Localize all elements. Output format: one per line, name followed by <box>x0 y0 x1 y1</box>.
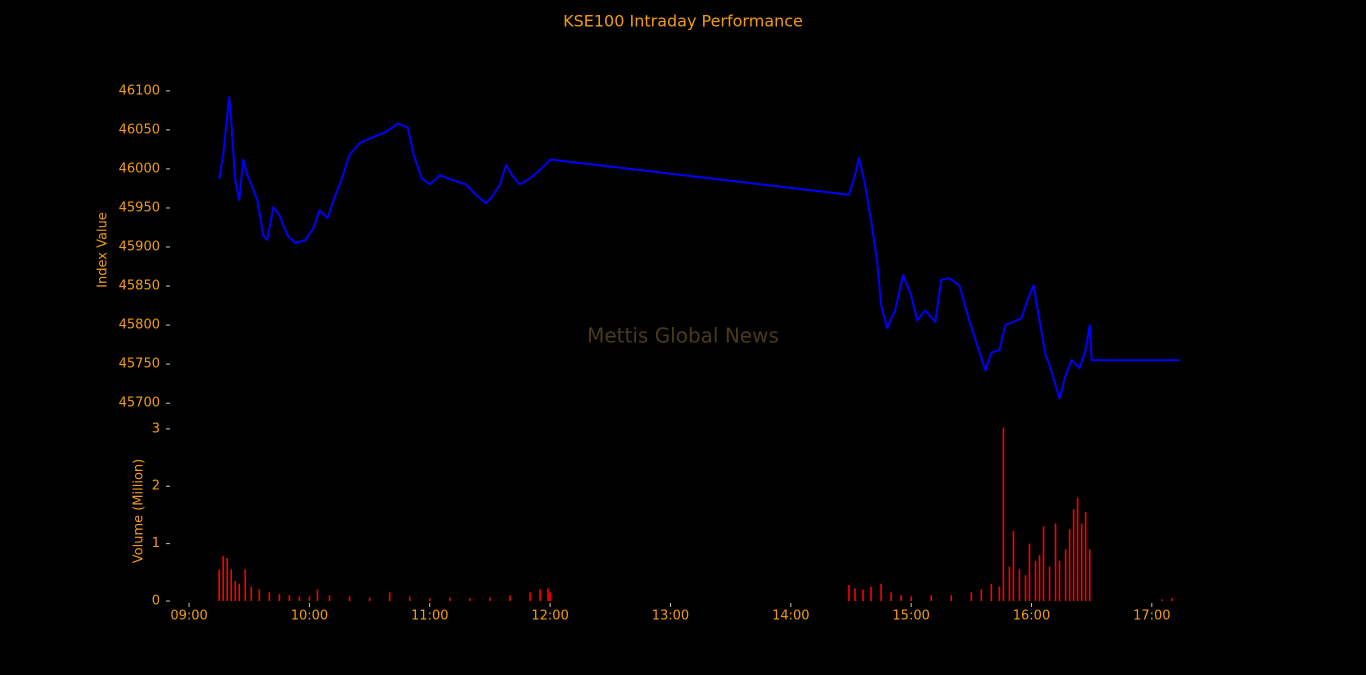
y-tick-label: 46100 <box>119 83 160 98</box>
volume-bar <box>950 595 953 601</box>
volume-bar <box>1002 427 1005 601</box>
volume-bar <box>250 586 253 601</box>
volume-bar <box>854 588 856 601</box>
volume-bar <box>222 556 224 601</box>
volume-bar <box>998 586 1001 601</box>
volume-bar <box>408 596 411 601</box>
chart-title: KSE100 Intraday Performance <box>563 12 803 31</box>
volume-bar <box>880 583 882 601</box>
y-tick-label: 0 <box>152 594 160 609</box>
y-axis-label: Index Value <box>96 212 111 288</box>
x-tick-label: 14:00 <box>772 609 809 624</box>
volume-bar <box>449 597 451 601</box>
volume-bar <box>1042 526 1045 601</box>
volume-bar <box>1054 523 1057 601</box>
volume-bar <box>1028 543 1031 601</box>
volume-bar <box>1038 555 1041 601</box>
y-tick-label: 45800 <box>119 318 160 333</box>
volume-bar <box>509 595 511 601</box>
volume-bar <box>258 589 261 601</box>
x-tick-label: 13:00 <box>652 609 689 624</box>
volume-bar <box>1084 512 1087 601</box>
x-tick-label: 12:00 <box>531 609 568 624</box>
y-tick-label: 45750 <box>119 357 160 372</box>
y-tick-label: 2 <box>152 479 160 494</box>
volume-bar <box>1048 566 1051 601</box>
volume-bar <box>489 597 491 601</box>
volume-bar <box>234 580 237 601</box>
volume-bar <box>1064 549 1067 601</box>
volume-bar <box>930 595 932 601</box>
y-tick-label: 45700 <box>119 396 160 411</box>
x-tick-label: 17:00 <box>1133 609 1170 624</box>
volume-bar <box>230 569 233 601</box>
y-tick-label: 46000 <box>119 161 160 176</box>
volume-bar <box>268 592 271 601</box>
volume-bar <box>529 592 531 601</box>
volume-bar <box>1072 509 1075 601</box>
x-tick-label: 09:00 <box>170 609 207 624</box>
watermark: Mettis Global News <box>587 324 779 348</box>
y-tick-label: 46050 <box>119 122 160 137</box>
volume-bar <box>900 595 902 601</box>
y-tick-label: 45850 <box>119 279 160 294</box>
y-tick-label: 45950 <box>119 200 160 215</box>
volume-bar <box>990 583 993 601</box>
volume-bar <box>970 592 973 601</box>
volume-bar <box>316 589 319 601</box>
y-tick-label: 3 <box>152 421 160 436</box>
volume-bar <box>226 557 228 601</box>
y-tick-label: 1 <box>152 536 160 551</box>
volume-bar <box>328 595 331 601</box>
volume-bar <box>218 569 220 601</box>
volume-bar <box>1024 575 1027 601</box>
volume-bar <box>1171 598 1173 601</box>
volume-bar <box>539 589 541 601</box>
volume-bar <box>1076 497 1079 601</box>
x-tick-label: 11:00 <box>411 609 448 624</box>
volume-bar <box>278 594 281 601</box>
index-line <box>218 96 1180 400</box>
volume-bar <box>368 597 371 601</box>
x-tick-label: 15:00 <box>892 609 929 624</box>
volume-bar <box>238 583 241 601</box>
volume-bar <box>1088 549 1091 601</box>
volume-bar <box>848 584 850 601</box>
volume-bar <box>348 596 351 601</box>
volume-bar <box>547 588 549 601</box>
volume-bar <box>1012 531 1015 601</box>
y-tick-label: 45900 <box>119 240 160 255</box>
volume-bar <box>862 589 864 601</box>
volume-bar <box>298 596 301 601</box>
volume-bar <box>1161 599 1163 601</box>
volume-bar <box>288 595 291 601</box>
x-tick-label: 10:00 <box>291 609 328 624</box>
volume-bar <box>308 596 311 601</box>
y-axis-label: Volume (Million) <box>132 459 147 563</box>
volume-bar <box>870 586 872 601</box>
volume-bar <box>1068 529 1071 601</box>
volume-bar <box>469 598 471 601</box>
volume-bar <box>244 569 247 601</box>
volume-bar <box>388 592 391 601</box>
volume-bar <box>428 598 431 601</box>
volume-bar <box>1018 569 1021 601</box>
volume-bar <box>549 592 551 601</box>
volume-bar <box>980 589 983 601</box>
volume-bar <box>890 592 892 601</box>
x-tick-label: 16:00 <box>1013 609 1050 624</box>
volume-bar <box>1080 523 1083 601</box>
volume-bar <box>1034 560 1037 601</box>
volume-bar <box>1058 560 1061 601</box>
volume-bar <box>1008 566 1011 601</box>
volume-bar <box>910 596 912 601</box>
